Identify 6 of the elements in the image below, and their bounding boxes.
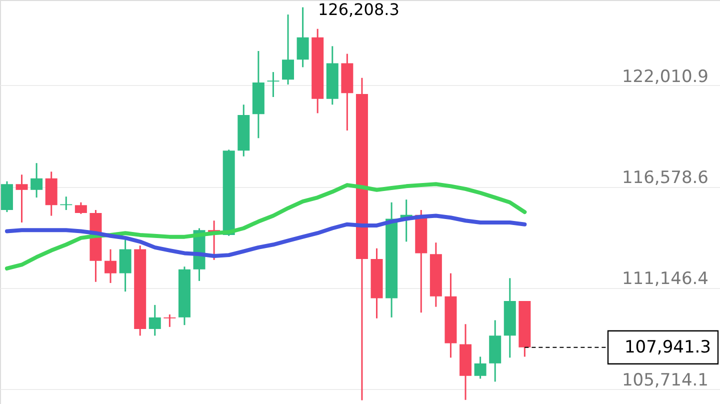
y-tick-label: 111,146.4: [622, 269, 708, 290]
y-tick-label: 122,010.9: [622, 66, 708, 87]
ref-line-label: 107,941.3: [624, 337, 711, 358]
y-tick-label: 116,578.6: [622, 168, 708, 188]
y-tick-label: 105,714.1: [622, 370, 708, 390]
annotation: 126,208.3: [318, 0, 400, 19]
